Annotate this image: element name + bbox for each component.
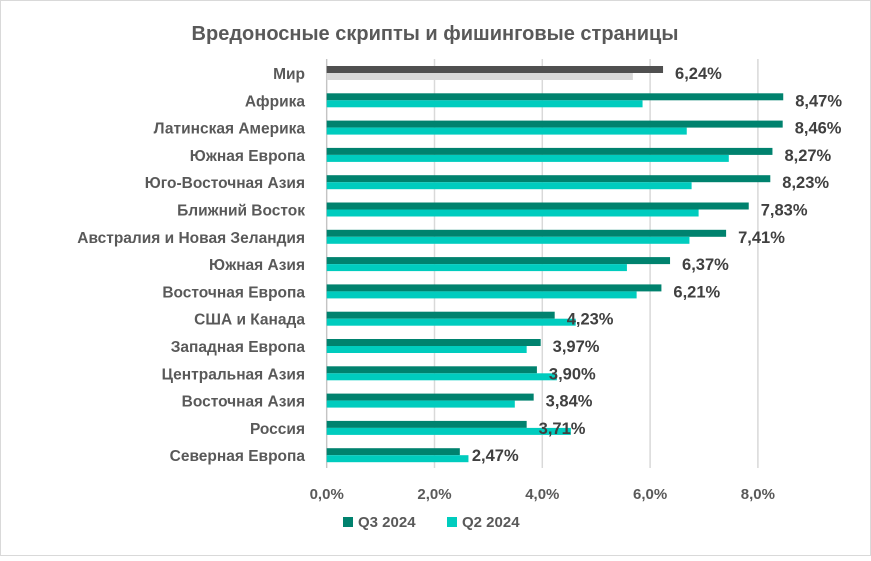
bar-q2 — [326, 264, 627, 272]
category-label: Австралия и Новая Зеландия — [77, 230, 305, 247]
legend-swatch — [447, 517, 457, 527]
bar-q3 — [326, 448, 460, 456]
bar-q3 — [326, 284, 662, 292]
legend-label: Q2 2024 — [462, 514, 520, 531]
bar-q3 — [326, 257, 671, 265]
data-label: 4,23% — [567, 311, 614, 329]
bar-q3 — [326, 120, 783, 128]
data-label: 3,84% — [546, 393, 593, 411]
category-label: Россия — [250, 421, 305, 438]
bar-q3 — [326, 229, 727, 237]
category-label: Восточная Азия — [182, 394, 305, 411]
data-label: 3,90% — [549, 365, 596, 383]
bar-q2 — [326, 154, 729, 162]
category-label: Латинская Америка — [154, 121, 306, 138]
data-label: 8,46% — [795, 120, 842, 138]
bar-q2 — [326, 291, 637, 299]
category-label: Африка — [245, 93, 306, 110]
category-label: Западная Европа — [171, 339, 306, 356]
bar-q3 — [326, 311, 555, 319]
category-label: Южная Азия — [209, 257, 305, 274]
category-label: Центральная Азия — [162, 366, 305, 383]
category-label: Восточная Европа — [162, 284, 305, 301]
x-tick-label: 6,0% — [633, 486, 667, 503]
bar-q3 — [326, 202, 749, 210]
data-label: 3,71% — [539, 420, 586, 438]
data-label: 7,41% — [738, 229, 785, 247]
x-tick-label: 2,0% — [417, 486, 451, 503]
bar-q2 — [326, 318, 576, 326]
legend-swatch — [343, 517, 353, 527]
bar-q2 — [326, 182, 692, 190]
bar-q3 — [326, 175, 771, 183]
data-label: 2,47% — [472, 447, 519, 465]
bar-q2 — [326, 127, 687, 135]
bar-q2 — [326, 73, 633, 80]
category-label: Северная Европа — [170, 448, 306, 465]
bar-q3 — [326, 393, 534, 401]
bar-q2 — [326, 346, 527, 353]
data-label: 3,97% — [553, 338, 600, 356]
category-label: Южная Европа — [190, 148, 306, 165]
bar-q2 — [326, 100, 643, 108]
bar-q2 — [326, 209, 699, 217]
data-label: 6,21% — [673, 283, 720, 301]
data-label: 8,23% — [782, 174, 829, 192]
data-label: 7,83% — [761, 202, 808, 220]
category-label: Ближний Восток — [177, 203, 305, 220]
bar-q3 — [326, 147, 773, 155]
bar-q3 — [326, 66, 664, 73]
bar-q2 — [326, 455, 469, 463]
x-tick-label: 4,0% — [525, 486, 559, 503]
bar-q3 — [326, 420, 527, 428]
bar-q2 — [326, 236, 690, 244]
bar-q2 — [326, 400, 515, 408]
bar-q2 — [326, 427, 571, 435]
data-label: 6,24% — [675, 65, 722, 83]
data-label: 6,37% — [682, 256, 729, 274]
category-label: Мир — [273, 66, 305, 83]
x-tick-label: 8,0% — [741, 486, 775, 503]
data-label: 8,47% — [795, 92, 842, 110]
bar-q2 — [326, 373, 557, 381]
bar-q3 — [326, 366, 537, 374]
x-tick-label: 0,0% — [310, 486, 344, 503]
legend-label: Q3 2024 — [358, 514, 416, 531]
data-label: 8,27% — [784, 147, 831, 165]
chart-title: Вредоносные скрипты и фишинговые страниц… — [192, 23, 679, 45]
bar-q3 — [326, 339, 541, 346]
category-label: Юго-Восточная Азия — [145, 175, 305, 192]
bar-q3 — [326, 93, 784, 101]
category-label: США и Канада — [194, 312, 305, 329]
